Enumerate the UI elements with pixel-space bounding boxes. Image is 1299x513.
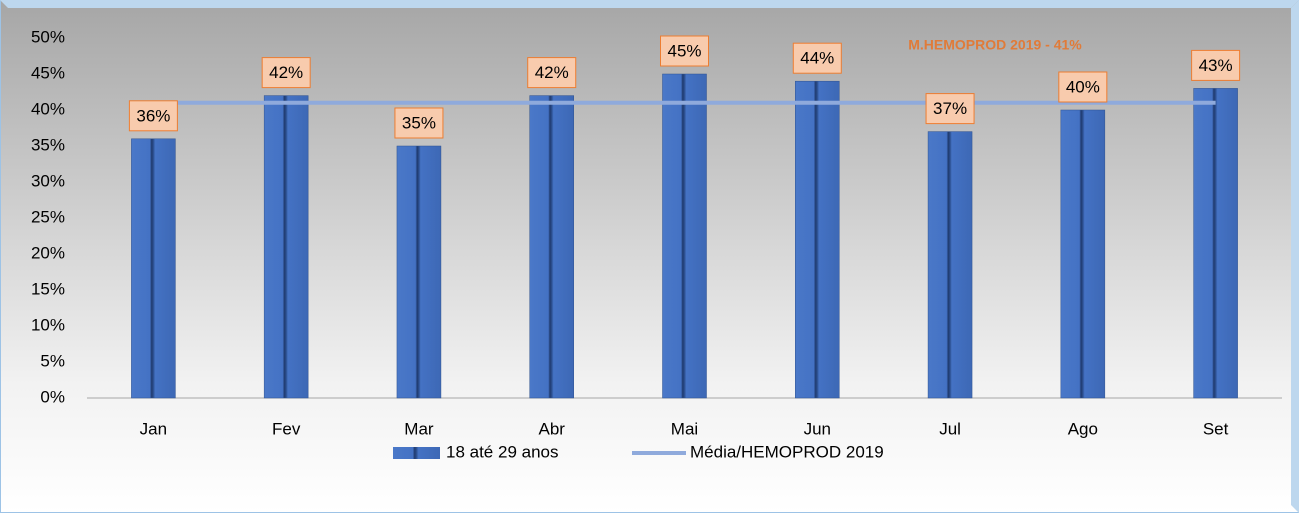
y-tick-label: 5%	[40, 351, 65, 370]
data-label: 42%	[535, 63, 569, 82]
y-tick-label: 30%	[31, 171, 65, 190]
legend-label: 18 até 29 anos	[446, 442, 558, 461]
y-tick-label: 20%	[31, 243, 65, 262]
x-tick-label: Abr	[538, 419, 565, 438]
data-label-box	[261, 57, 311, 89]
data-label: 44%	[800, 49, 834, 68]
bar	[263, 95, 309, 399]
data-label-box	[1058, 71, 1108, 103]
y-tick-label: 10%	[31, 315, 65, 334]
bar	[1060, 109, 1106, 399]
legend-swatch	[393, 447, 440, 459]
y-tick-label: 15%	[31, 279, 65, 298]
y-tick-label: 50%	[31, 27, 65, 46]
data-label-box	[792, 42, 842, 74]
data-label-box	[1191, 49, 1241, 81]
data-label: 43%	[1199, 56, 1233, 75]
y-tick-label: 0%	[40, 387, 65, 406]
data-label: 45%	[667, 41, 701, 60]
data-label-box	[527, 57, 577, 89]
data-label: 42%	[269, 63, 303, 82]
data-label: 40%	[1066, 77, 1100, 96]
data-label-box	[660, 35, 709, 67]
x-tick-label: Set	[1203, 419, 1229, 438]
bar	[1193, 88, 1238, 399]
x-tick-label: Mai	[671, 419, 698, 438]
frame-right	[1291, 0, 1299, 513]
y-tick-label: 45%	[31, 63, 65, 82]
y-tick-label: 40%	[31, 99, 65, 118]
bar	[927, 131, 973, 399]
bar	[396, 145, 442, 399]
bar	[795, 80, 840, 399]
data-label-box	[925, 93, 975, 125]
legend-label: Média/HEMOPROD 2019	[690, 442, 884, 461]
frame-top	[0, 0, 1299, 8]
x-tick-label: Mar	[404, 419, 434, 438]
data-label: 35%	[402, 113, 436, 132]
x-tick-label: Ago	[1068, 419, 1098, 438]
y-tick-label: 35%	[31, 135, 65, 154]
x-tick-label: Jan	[140, 419, 167, 438]
x-tick-label: Jun	[804, 419, 831, 438]
bar	[662, 73, 707, 399]
data-label-box	[128, 100, 178, 132]
x-tick-label: Jul	[939, 419, 961, 438]
bar	[131, 138, 176, 399]
data-label-box	[394, 107, 444, 139]
x-tick-label: Fev	[272, 419, 301, 438]
annotation: M.HEMOPROD 2019 - 41%	[908, 37, 1082, 53]
bar	[529, 95, 574, 399]
y-tick-label: 25%	[31, 207, 65, 226]
data-label: 37%	[933, 99, 967, 118]
data-label: 36%	[136, 106, 170, 125]
